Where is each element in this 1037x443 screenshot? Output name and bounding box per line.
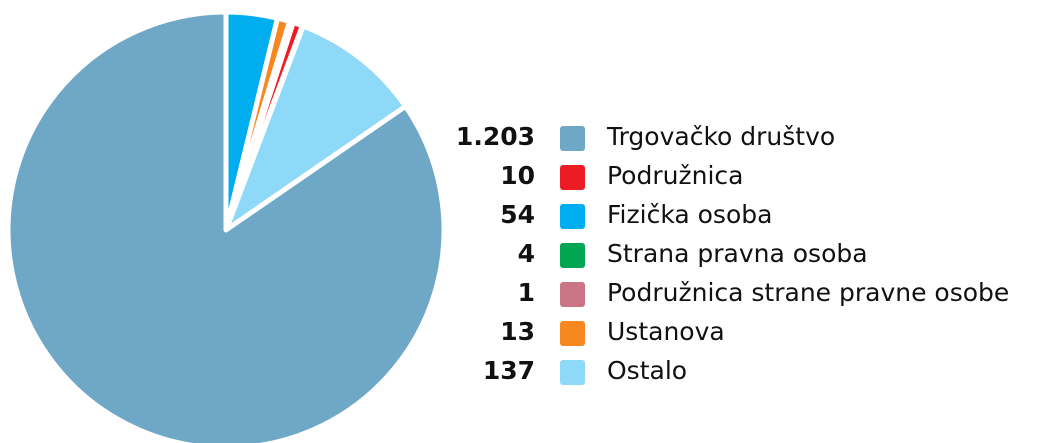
legend-label: Ustanova: [607, 317, 725, 346]
legend-label: Strana pravna osoba: [607, 239, 868, 268]
legend-value: 1: [518, 278, 535, 307]
legend-value: 137: [483, 356, 535, 385]
legend-value: 4: [518, 239, 535, 268]
pie-slice: [223, 23, 409, 233]
legend-swatch: [560, 282, 585, 307]
legend-swatch: [560, 204, 585, 229]
legend-swatch: [560, 321, 585, 346]
legend-value: 13: [500, 317, 535, 346]
legend-value: 10: [500, 161, 535, 190]
legend-swatch: [560, 360, 585, 385]
legend-value: 54: [500, 200, 535, 229]
legend-label: Trgovačko društvo: [606, 122, 835, 151]
legend-label: Podružnica strane pravne osobe: [607, 278, 1009, 307]
legend-label: Ostalo: [607, 356, 687, 385]
legend-swatch: [560, 165, 585, 190]
pie-slice: [5, 9, 447, 443]
legend-value: 1.203: [456, 122, 535, 151]
legend-label: Fizička osoba: [607, 200, 772, 229]
legend-swatch: [560, 243, 585, 268]
legend-swatch: [560, 126, 585, 151]
legend-label: Podružnica: [607, 161, 743, 190]
